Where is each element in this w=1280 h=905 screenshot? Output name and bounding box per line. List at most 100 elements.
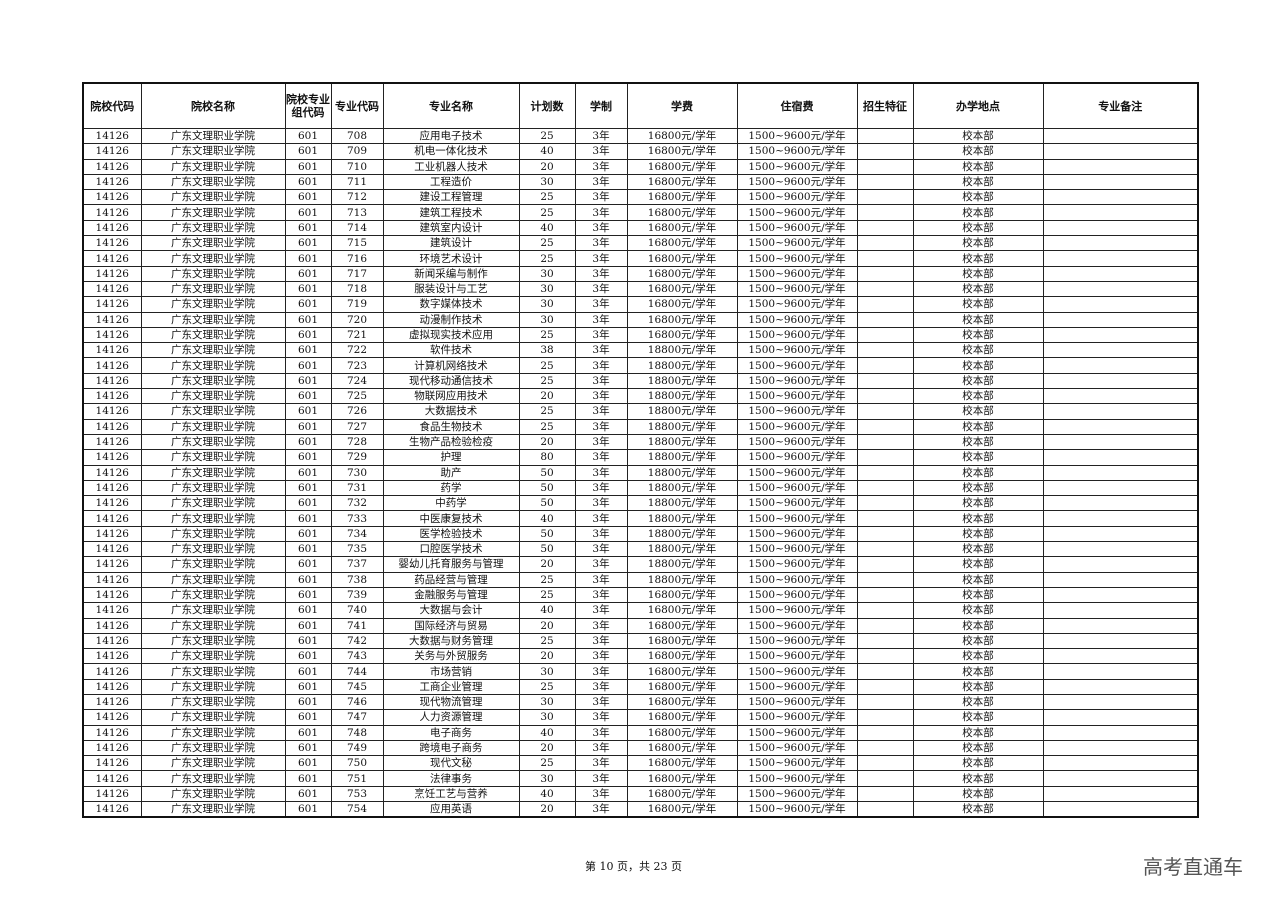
table-row: 14126 广东文理职业学院 601 713 建筑工程技术 25 3年 16800元/学年 15… (82, 204, 1199, 221)
cell-plan-count: 25 (518, 189, 576, 206)
cell-school-code: 14126 (82, 525, 142, 543)
cell-school-code: 14126 (82, 418, 142, 435)
cell-plan-count: 20 (518, 617, 576, 634)
cell-tuition: 16800元/学年 (626, 770, 738, 787)
cell-duration: 3年 (574, 724, 628, 741)
cell-group-code: 601 (284, 280, 332, 298)
cell-campus: 校本部 (912, 433, 1044, 451)
cell-dorm-fee: 1500~9600元/学年 (736, 342, 858, 359)
cell-major-code: 712 (330, 189, 384, 206)
cell-dorm-fee: 1500~9600元/学年 (736, 449, 858, 466)
table-row: 14126 广东文理职业学院 601 714 建筑室内设计 40 3年 16800元/学年 15… (82, 219, 1199, 237)
cell-plan-count: 25 (518, 403, 576, 420)
cell-school-name: 广东文理职业学院 (140, 127, 286, 145)
cell-campus: 校本部 (912, 556, 1044, 573)
cell-campus: 校本部 (912, 357, 1044, 374)
cell-tuition: 18800元/学年 (626, 571, 738, 588)
cell-tuition: 18800元/学年 (626, 525, 738, 543)
cell-tuition: 16800元/学年 (626, 311, 738, 328)
cell-major-note (1042, 280, 1199, 298)
cell-school-code: 14126 (82, 235, 142, 252)
cell-campus: 校本部 (912, 388, 1044, 405)
cell-enrollment-feature (856, 525, 914, 543)
cell-group-code: 601 (284, 357, 332, 374)
table-row: 14126 广东文理职业学院 601 715 建筑设计 25 3年 16800元/学年 1500… (82, 235, 1199, 252)
cell-school-name: 广东文理职业学院 (140, 418, 286, 435)
cell-duration: 3年 (574, 204, 628, 221)
cell-enrollment-feature (856, 250, 914, 267)
cell-dorm-fee: 1500~9600元/学年 (736, 479, 858, 497)
cell-tuition: 18800元/学年 (626, 464, 738, 481)
cell-campus: 校本部 (912, 693, 1044, 711)
cell-plan-count: 20 (518, 388, 576, 405)
cell-enrollment-feature (856, 127, 914, 145)
cell-enrollment-feature (856, 495, 914, 512)
cell-duration: 3年 (574, 158, 628, 175)
cell-enrollment-feature (856, 311, 914, 328)
cell-enrollment-feature (856, 663, 914, 680)
cell-plan-count: 50 (518, 479, 576, 497)
cell-major-name: 中药学 (382, 495, 520, 512)
table-row: 14126 广东文理职业学院 601 721 虚拟现实技术应用 25 3年 16800元/学年… (82, 326, 1199, 344)
cell-tuition: 16800元/学年 (626, 586, 738, 604)
cell-dorm-fee: 1500~9600元/学年 (736, 143, 858, 160)
cell-major-note (1042, 495, 1199, 512)
cell-tuition: 16800元/学年 (626, 158, 738, 175)
table-row: 14126 广东文理职业学院 601 729 护理 80 3年 18800元/学年 1500~9… (82, 449, 1199, 466)
cell-campus: 校本部 (912, 525, 1044, 543)
cell-tuition: 16800元/学年 (626, 326, 738, 344)
cell-enrollment-feature (856, 479, 914, 497)
cell-major-name: 医学检验技术 (382, 525, 520, 543)
cell-dorm-fee: 1500~9600元/学年 (736, 785, 858, 803)
cell-duration: 3年 (574, 265, 628, 282)
cell-plan-count: 25 (518, 571, 576, 588)
cell-plan-count: 30 (518, 311, 576, 328)
cell-school-code: 14126 (82, 678, 142, 695)
cell-school-code: 14126 (82, 204, 142, 221)
cell-major-name: 金融服务与管理 (382, 586, 520, 604)
cell-campus: 校本部 (912, 219, 1044, 237)
cell-dorm-fee: 1500~9600元/学年 (736, 219, 858, 237)
cell-major-name: 应用英语 (382, 801, 520, 818)
cell-major-code: 733 (330, 510, 384, 527)
cell-enrollment-feature (856, 158, 914, 175)
table-row: 14126 广东文理职业学院 601 738 药品经营与管理 25 3年 18800元/学年 1… (82, 571, 1199, 588)
cell-dorm-fee: 1500~9600元/学年 (736, 602, 858, 619)
cell-enrollment-feature (856, 235, 914, 252)
cell-dorm-fee: 1500~9600元/学年 (736, 770, 858, 787)
cell-school-code: 14126 (82, 449, 142, 466)
cell-tuition: 16800元/学年 (626, 709, 738, 726)
cell-major-note (1042, 724, 1199, 741)
table-row: 14126 广东文理职业学院 601 723 计算机网络技术 25 3年 18800元/学年 1… (82, 357, 1199, 374)
cell-major-name: 物联网应用技术 (382, 388, 520, 405)
cell-major-code: 735 (330, 541, 384, 558)
cell-major-note (1042, 785, 1199, 803)
cell-dorm-fee: 1500~9600元/学年 (736, 388, 858, 405)
cell-major-note (1042, 449, 1199, 466)
cell-school-code: 14126 (82, 648, 142, 665)
cell-duration: 3年 (574, 693, 628, 711)
cell-group-code: 601 (284, 418, 332, 435)
cell-major-code: 724 (330, 372, 384, 390)
cell-duration: 3年 (574, 663, 628, 680)
table-row: 14126 广东文理职业学院 601 740 大数据与会计 40 3年 16800元/学年 15… (82, 602, 1199, 619)
cell-plan-count: 25 (518, 357, 576, 374)
cell-plan-count: 25 (518, 250, 576, 267)
cell-group-code: 601 (284, 433, 332, 451)
cell-school-name: 广东文理职业学院 (140, 479, 286, 497)
cell-dorm-fee: 1500~9600元/学年 (736, 173, 858, 191)
cell-campus: 校本部 (912, 709, 1044, 726)
cell-campus: 校本部 (912, 770, 1044, 787)
cell-group-code: 601 (284, 235, 332, 252)
cell-dorm-fee: 1500~9600元/学年 (736, 265, 858, 282)
cell-group-code: 601 (284, 143, 332, 160)
cell-major-name: 工程造价 (382, 173, 520, 191)
cell-tuition: 18800元/学年 (626, 479, 738, 497)
table-row: 14126 广东文理职业学院 601 709 机电一体化技术 40 3年 16800元/学年 1… (82, 143, 1199, 160)
cell-school-code: 14126 (82, 663, 142, 680)
cell-major-note (1042, 127, 1199, 145)
cell-major-name: 食品生物技术 (382, 418, 520, 435)
cell-enrollment-feature (856, 602, 914, 619)
cell-school-code: 14126 (82, 433, 142, 451)
header-major-code: 专业代码 (330, 82, 384, 129)
